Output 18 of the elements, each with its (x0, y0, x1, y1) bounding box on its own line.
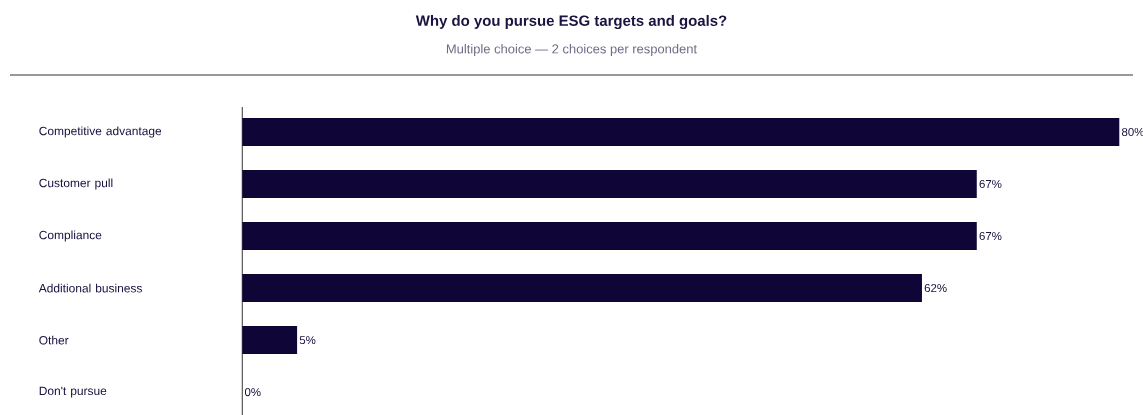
y-tick-label: Customer pull (39, 178, 113, 190)
bar (242, 117, 1120, 146)
y-tick-label: Other (39, 335, 69, 345)
data-label: 62% (924, 284, 947, 293)
chart-subtitle: Multiple choice — 2 choices per respondent (446, 43, 697, 57)
y-tick-label: Competitive advantage (39, 126, 162, 138)
y-tick-label: Compliance (39, 230, 102, 242)
bar (242, 222, 977, 251)
data-label: 5% (299, 336, 316, 345)
y-tick-label: Don't pursue (39, 386, 107, 398)
y-tick-label: Additional business (38, 283, 142, 293)
chart-title: Why do you pursue ESG targets and goals? (415, 15, 727, 29)
data-label: 67% (979, 231, 1002, 241)
bar (242, 170, 977, 198)
data-label: 67% (979, 179, 1002, 189)
bar (242, 274, 922, 303)
data-label: 0% (244, 388, 261, 397)
bar (242, 326, 298, 355)
